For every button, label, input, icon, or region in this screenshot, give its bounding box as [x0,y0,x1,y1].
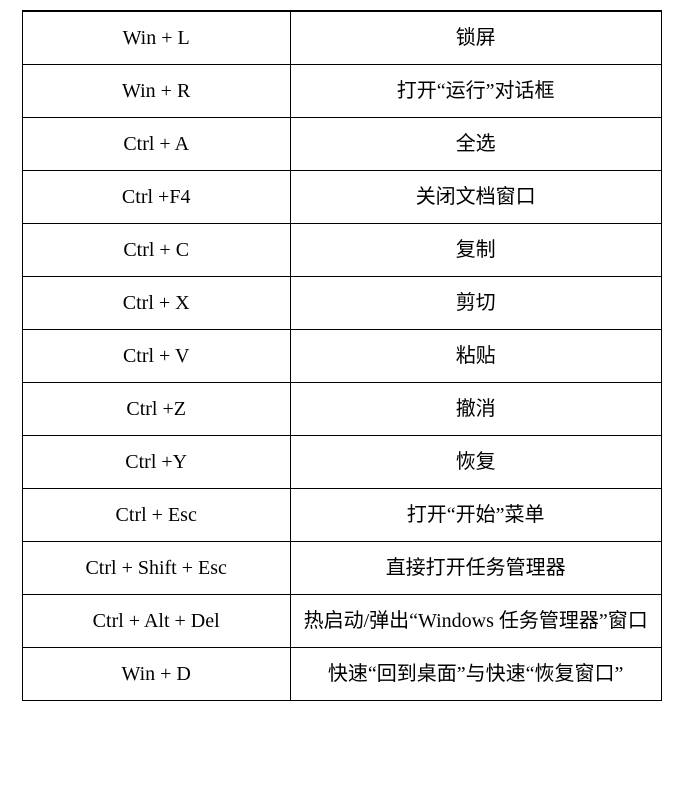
description-cell: 打开“开始”菜单 [290,489,661,542]
table-row: Win + L 锁屏 [22,11,661,65]
table-row: Ctrl + Esc 打开“开始”菜单 [22,489,661,542]
shortcut-cell: Win + D [22,648,290,701]
description-cell: 快速“回到桌面”与快速“恢复窗口” [290,648,661,701]
shortcut-cell: Ctrl + C [22,224,290,277]
shortcut-cell: Ctrl + Esc [22,489,290,542]
shortcut-cell: Ctrl + V [22,330,290,383]
description-cell: 粘贴 [290,330,661,383]
description-cell: 直接打开任务管理器 [290,542,661,595]
table-row: Ctrl +F4 关闭文档窗口 [22,171,661,224]
description-cell: 复制 [290,224,661,277]
table-row: Ctrl + X 剪切 [22,277,661,330]
shortcut-cell: Ctrl + Shift + Esc [22,542,290,595]
table-row: Win + R 打开“运行”对话框 [22,65,661,118]
table-row: Win + D 快速“回到桌面”与快速“恢复窗口” [22,648,661,701]
description-cell: 撤消 [290,383,661,436]
shortcuts-table-container: Win + L 锁屏 Win + R 打开“运行”对话框 Ctrl + A 全选… [22,10,662,701]
table-row: Ctrl +Y 恢复 [22,436,661,489]
table-row: Ctrl + Alt + Del 热启动/弹出“Windows 任务管理器”窗口 [22,595,661,648]
description-cell: 热启动/弹出“Windows 任务管理器”窗口 [290,595,661,648]
table-row: Ctrl + A 全选 [22,118,661,171]
description-cell: 关闭文档窗口 [290,171,661,224]
description-cell: 全选 [290,118,661,171]
shortcut-cell: Win + L [22,11,290,65]
description-cell: 锁屏 [290,11,661,65]
shortcut-cell: Ctrl + Alt + Del [22,595,290,648]
description-cell: 剪切 [290,277,661,330]
shortcut-cell: Ctrl +Y [22,436,290,489]
table-row: Ctrl + V 粘贴 [22,330,661,383]
shortcut-cell: Win + R [22,65,290,118]
table-row: Ctrl + Shift + Esc 直接打开任务管理器 [22,542,661,595]
shortcut-cell: Ctrl +F4 [22,171,290,224]
table-row: Ctrl +Z 撤消 [22,383,661,436]
shortcut-cell: Ctrl +Z [22,383,290,436]
shortcuts-table-body: Win + L 锁屏 Win + R 打开“运行”对话框 Ctrl + A 全选… [22,11,661,701]
shortcut-cell: Ctrl + A [22,118,290,171]
table-row: Ctrl + C 复制 [22,224,661,277]
description-cell: 恢复 [290,436,661,489]
description-cell: 打开“运行”对话框 [290,65,661,118]
shortcuts-table: Win + L 锁屏 Win + R 打开“运行”对话框 Ctrl + A 全选… [22,10,662,701]
shortcut-cell: Ctrl + X [22,277,290,330]
